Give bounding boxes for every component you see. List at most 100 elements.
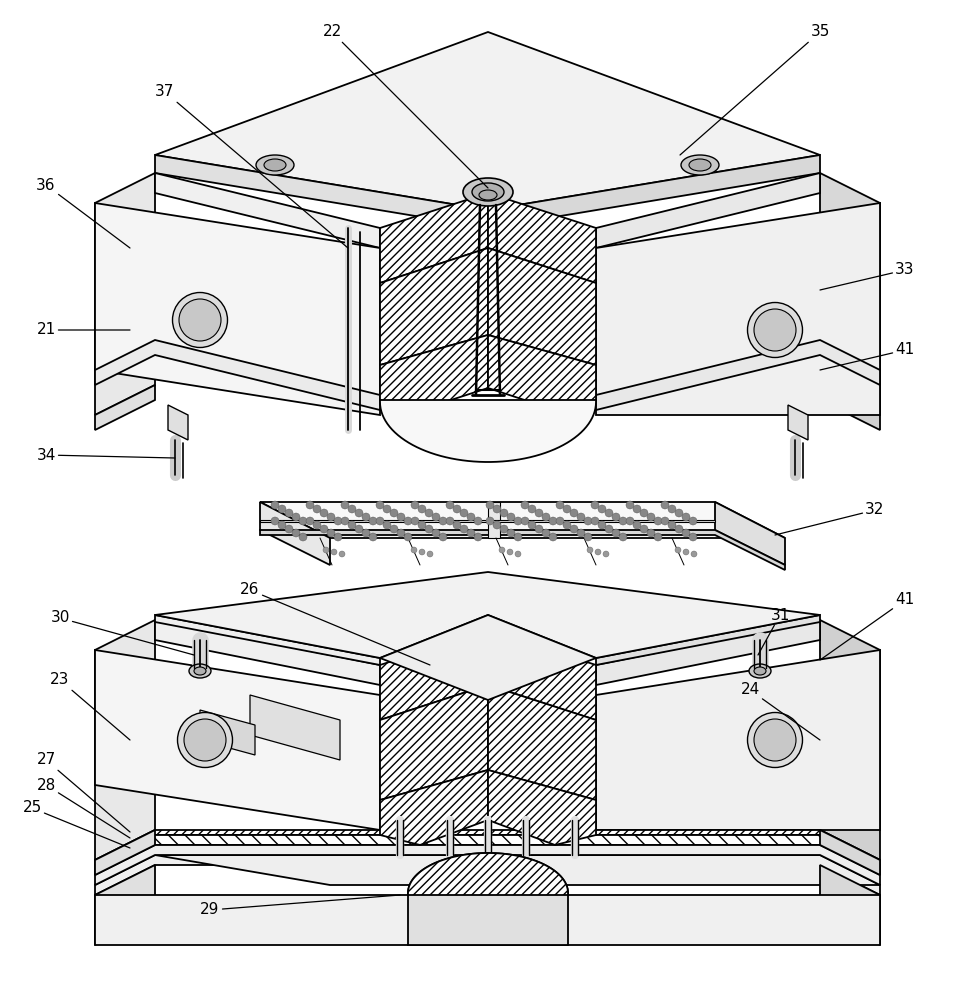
Circle shape — [577, 529, 585, 537]
Circle shape — [591, 501, 599, 509]
Circle shape — [383, 505, 391, 513]
Circle shape — [323, 547, 329, 553]
Polygon shape — [155, 572, 820, 658]
Text: 30: 30 — [51, 610, 194, 655]
Circle shape — [460, 509, 468, 517]
Circle shape — [521, 501, 529, 509]
Polygon shape — [155, 620, 380, 685]
Polygon shape — [380, 400, 596, 462]
Text: 34: 34 — [36, 448, 175, 462]
Ellipse shape — [264, 159, 286, 171]
Circle shape — [348, 505, 356, 513]
Circle shape — [598, 521, 606, 529]
Polygon shape — [95, 650, 380, 830]
Circle shape — [334, 517, 342, 525]
Polygon shape — [596, 340, 880, 410]
Circle shape — [467, 529, 475, 537]
Polygon shape — [95, 340, 380, 410]
Polygon shape — [155, 855, 880, 885]
Polygon shape — [155, 32, 820, 210]
Circle shape — [619, 517, 627, 525]
Circle shape — [675, 525, 683, 533]
Circle shape — [654, 533, 662, 541]
Polygon shape — [260, 502, 785, 538]
Circle shape — [584, 517, 592, 525]
Ellipse shape — [184, 719, 226, 761]
Circle shape — [486, 501, 494, 509]
Circle shape — [619, 533, 627, 541]
Polygon shape — [596, 620, 820, 685]
Circle shape — [425, 525, 433, 533]
Circle shape — [460, 525, 468, 533]
Text: 28: 28 — [36, 778, 130, 838]
Ellipse shape — [681, 155, 719, 175]
Text: 41: 41 — [820, 342, 915, 370]
Circle shape — [563, 521, 571, 529]
Circle shape — [528, 505, 536, 513]
Circle shape — [390, 509, 398, 517]
Polygon shape — [488, 155, 820, 228]
Circle shape — [339, 551, 345, 557]
Circle shape — [439, 533, 447, 541]
Ellipse shape — [748, 302, 802, 358]
Circle shape — [500, 525, 508, 533]
Circle shape — [493, 505, 501, 513]
Circle shape — [556, 501, 564, 509]
Polygon shape — [820, 620, 880, 860]
Ellipse shape — [189, 664, 211, 678]
Ellipse shape — [754, 309, 796, 351]
Circle shape — [411, 501, 419, 509]
Circle shape — [299, 517, 307, 525]
Polygon shape — [820, 865, 880, 945]
Circle shape — [439, 517, 447, 525]
Circle shape — [320, 525, 328, 533]
Circle shape — [535, 509, 543, 517]
Polygon shape — [95, 173, 155, 415]
Circle shape — [320, 509, 328, 517]
Circle shape — [292, 513, 300, 521]
Text: 21: 21 — [36, 322, 130, 338]
Circle shape — [499, 547, 505, 553]
Polygon shape — [488, 193, 596, 283]
Polygon shape — [380, 335, 488, 410]
Circle shape — [390, 525, 398, 533]
Circle shape — [647, 513, 655, 521]
Ellipse shape — [689, 159, 711, 171]
Circle shape — [514, 517, 522, 525]
Circle shape — [362, 529, 370, 537]
Circle shape — [327, 529, 335, 537]
Circle shape — [271, 501, 279, 509]
Circle shape — [425, 509, 433, 517]
Circle shape — [432, 529, 440, 537]
Polygon shape — [95, 845, 880, 885]
Circle shape — [515, 551, 521, 557]
Polygon shape — [155, 615, 380, 665]
Circle shape — [605, 525, 613, 533]
Polygon shape — [596, 615, 820, 665]
Circle shape — [427, 551, 433, 557]
Ellipse shape — [256, 155, 294, 175]
Circle shape — [355, 509, 363, 517]
Polygon shape — [488, 335, 596, 410]
Circle shape — [603, 551, 609, 557]
Polygon shape — [380, 685, 488, 800]
Text: 29: 29 — [200, 895, 400, 918]
Polygon shape — [95, 385, 155, 430]
Circle shape — [661, 517, 669, 525]
Polygon shape — [380, 615, 596, 700]
Circle shape — [411, 547, 417, 553]
Polygon shape — [200, 710, 255, 755]
Circle shape — [556, 517, 564, 525]
Circle shape — [563, 505, 571, 513]
Polygon shape — [168, 405, 188, 440]
Circle shape — [549, 533, 557, 541]
Ellipse shape — [748, 712, 802, 768]
Ellipse shape — [472, 183, 504, 201]
Ellipse shape — [463, 178, 513, 206]
Text: 33: 33 — [820, 262, 915, 290]
Circle shape — [292, 529, 300, 537]
Circle shape — [271, 517, 279, 525]
Polygon shape — [380, 630, 488, 720]
Polygon shape — [408, 853, 568, 895]
Circle shape — [654, 517, 662, 525]
